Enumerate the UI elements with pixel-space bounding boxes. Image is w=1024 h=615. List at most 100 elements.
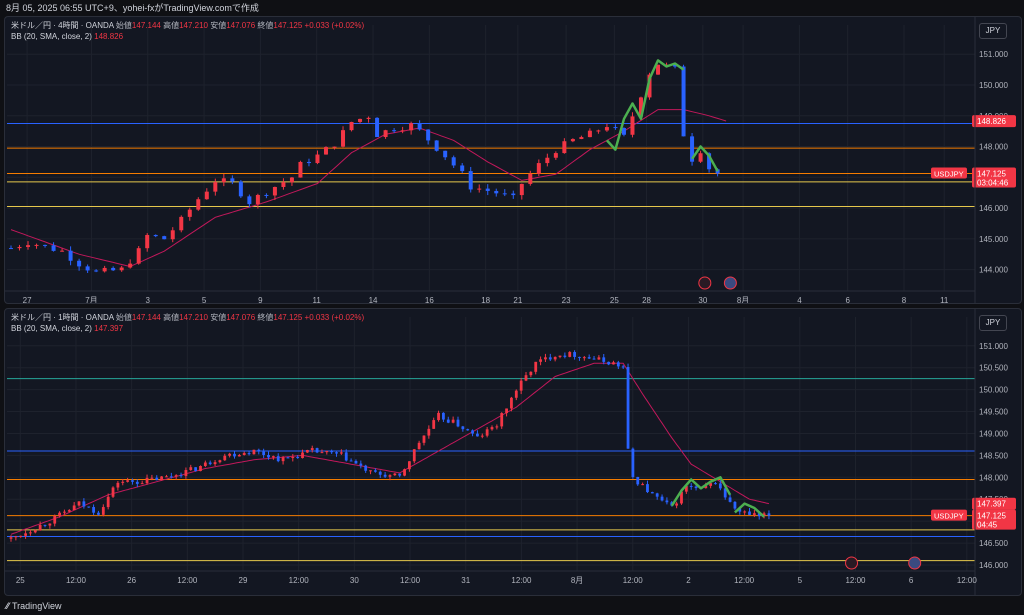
time-tick-label: 28 <box>642 296 651 303</box>
highlight-curve <box>670 476 732 507</box>
chart-canvas-1h[interactable]: 146.000146.500147.000147.500148.000148.5… <box>5 309 1021 595</box>
candle-body <box>60 250 65 252</box>
candle-body <box>494 190 499 194</box>
candle-body <box>570 139 575 142</box>
candle-body <box>267 454 270 458</box>
candle-body <box>242 453 246 456</box>
candle-body <box>646 484 649 493</box>
candle-body <box>102 267 107 272</box>
candle-body <box>121 481 125 483</box>
indicator-label[interactable]: BB (20, SMA, close, 2) <box>11 324 92 333</box>
candle-body <box>408 461 411 470</box>
candle-body <box>94 270 99 272</box>
candle-body <box>169 476 173 478</box>
time-tick-label: 5 <box>202 296 207 303</box>
candle-body <box>563 355 567 357</box>
candle-body <box>524 375 528 381</box>
candle-body <box>490 427 494 430</box>
candle-body <box>230 178 235 182</box>
candle-body <box>707 153 712 170</box>
candle-body <box>116 482 120 488</box>
candle-body <box>174 475 178 477</box>
candle-body <box>281 457 285 462</box>
candle-body <box>38 524 42 531</box>
candle-body <box>694 486 698 489</box>
candle-body <box>101 507 105 515</box>
candle-body <box>762 513 766 517</box>
candle-body <box>544 357 547 360</box>
candle-body <box>359 463 363 466</box>
footer-brand[interactable]: TradingView <box>12 601 62 611</box>
candle-body <box>281 182 286 187</box>
candle-body <box>358 118 363 122</box>
candle-body <box>715 169 720 174</box>
candle-body <box>673 64 678 67</box>
candle-body <box>335 452 338 454</box>
candle-body <box>213 462 217 465</box>
candle-body <box>34 244 39 246</box>
candle-body <box>616 362 620 367</box>
candle-body <box>323 147 328 155</box>
candle-body <box>26 245 31 247</box>
candle-body <box>150 477 154 479</box>
candle-body <box>325 450 329 453</box>
candle-body <box>709 483 713 486</box>
currency-button[interactable]: JPY <box>979 315 1007 331</box>
price-tick-label: 146.000 <box>979 561 1008 570</box>
candle-body <box>135 481 139 484</box>
candle-body <box>119 267 124 271</box>
candle-body <box>82 501 86 507</box>
candle-body <box>155 477 159 481</box>
candle-body <box>477 188 482 190</box>
indicator-value: 148.826 <box>94 32 124 41</box>
candle-body <box>77 260 82 267</box>
chart-canvas-4h[interactable]: 144.000145.000146.000147.000148.000149.0… <box>5 17 1021 303</box>
candle-body <box>196 199 201 210</box>
candle-body <box>136 248 141 264</box>
candle-body <box>315 154 320 164</box>
candle-body <box>339 452 343 454</box>
candle-body <box>264 194 269 196</box>
candle-body <box>466 429 470 431</box>
symbol-title[interactable]: 米ドル／円 · 1時間 · OANDA <box>11 313 114 322</box>
candle-body <box>310 448 314 451</box>
candle-body <box>43 524 47 526</box>
candle-body <box>383 474 387 477</box>
candle-body <box>604 127 609 131</box>
price-tick-label: 149.500 <box>979 408 1008 417</box>
candle-body <box>681 66 686 137</box>
indicator-label[interactable]: BB (20, SMA, close, 2) <box>11 32 92 41</box>
candle-body <box>203 462 207 467</box>
currency-button[interactable]: JPY <box>979 23 1007 39</box>
time-axis: 25 12:00 26 12:00 29 12:00 30 12:00 31 12:00 8月 12:… <box>16 576 978 585</box>
price-tick-label: 148.000 <box>979 473 1008 482</box>
candle-body <box>165 476 168 478</box>
symbol-title[interactable]: 米ドル／円 · 4時間 · OANDA <box>11 21 114 30</box>
tradingview-logo-icon[interactable]: ⁄⁄ <box>6 601 10 611</box>
symbol-line: 米ドル／円 · 1時間 · OANDA 始値147.144 高値147.210 … <box>11 313 365 322</box>
candle-body <box>87 506 91 508</box>
chart-panel-4h[interactable]: 米ドル／円 · 4時間 · OANDA 始値147.144 高値147.210 … <box>4 16 1022 304</box>
time-tick-label: 9 <box>258 296 263 303</box>
candle-body <box>511 193 516 196</box>
time-tick-label: 7月 <box>85 296 97 303</box>
time-tick-label: 6 <box>909 576 914 585</box>
candle-body <box>578 356 581 358</box>
candle-body <box>247 453 251 455</box>
candle-body <box>534 361 538 372</box>
candle-body <box>485 188 490 191</box>
chart-panel-1h[interactable]: 米ドル／円 · 1時間 · OANDA 始値147.144 高値147.210 … <box>4 308 1022 596</box>
candle-body <box>519 380 523 391</box>
candle-body <box>388 475 392 477</box>
time-tick-label: 8月 <box>571 576 583 585</box>
candle-body <box>460 165 465 172</box>
candle-body <box>519 183 524 196</box>
time-tick-label: 30 <box>350 576 359 585</box>
time-tick-label: 21 <box>513 296 522 303</box>
candle-body <box>43 244 48 246</box>
close-value: 147.125 <box>273 313 303 322</box>
candle-body <box>179 475 183 477</box>
candle-body <box>257 449 261 452</box>
candle-body <box>690 136 695 162</box>
candle-body <box>218 460 222 463</box>
